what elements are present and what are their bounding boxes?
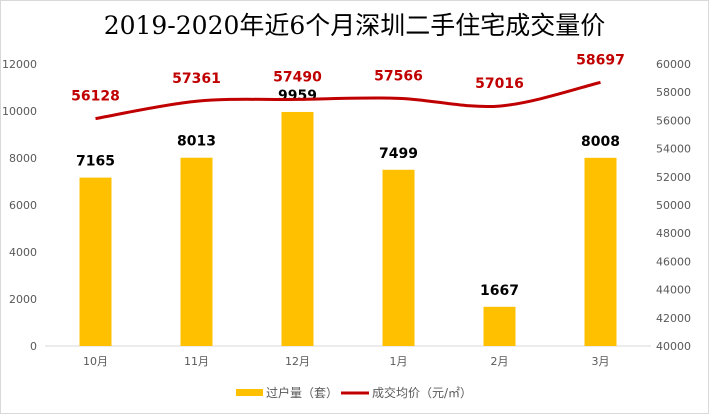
chart-title: 2019-2020年近6个月深圳二手住宅成交量价 xyxy=(103,11,606,40)
x-tick-label: 10月 xyxy=(83,355,108,368)
right-tick-label: 60000 xyxy=(656,58,691,71)
right-tick-label: 54000 xyxy=(656,143,691,156)
line-data-label: 58697 xyxy=(576,52,625,68)
line-data-label: 57016 xyxy=(475,76,524,92)
x-tick-label: 2月 xyxy=(491,355,509,368)
x-tick-label: 3月 xyxy=(592,355,610,368)
bar xyxy=(281,111,314,346)
bar xyxy=(382,169,415,346)
left-tick-label: 8000 xyxy=(9,152,37,165)
bar-data-label: 7165 xyxy=(76,154,115,170)
right-tick-label: 44000 xyxy=(656,284,691,297)
left-tick-label: 10000 xyxy=(2,105,37,118)
bar xyxy=(79,177,112,346)
legend-line-label: 成交均价（元/㎡） xyxy=(372,385,472,400)
left-tick-label: 0 xyxy=(30,340,37,353)
line-series xyxy=(95,80,601,121)
left-tick-label: 12000 xyxy=(2,58,37,71)
line-data-label: 56128 xyxy=(71,89,120,105)
bar xyxy=(483,306,516,346)
bar-data-label: 1667 xyxy=(480,283,519,299)
bar-data-label: 8013 xyxy=(177,134,216,150)
left-tick-label: 2000 xyxy=(9,293,37,306)
legend-bar-label: 过户量（套） xyxy=(266,385,338,400)
right-tick-label: 56000 xyxy=(656,114,691,127)
bar xyxy=(584,157,617,346)
line-data-label: 57566 xyxy=(374,68,423,84)
right-tick-label: 42000 xyxy=(656,312,691,325)
left-tick-label: 6000 xyxy=(9,199,37,212)
right-tick-label: 40000 xyxy=(656,340,691,353)
legend-bar-swatch xyxy=(236,389,263,396)
right-tick-label: 58000 xyxy=(656,86,691,99)
bar xyxy=(180,157,213,346)
line-data-label: 57361 xyxy=(172,71,221,87)
x-tick-label: 11月 xyxy=(184,355,209,368)
bar-data-label: 8008 xyxy=(581,134,620,150)
right-tick-label: 48000 xyxy=(656,227,691,240)
bar-data-label: 7499 xyxy=(379,146,418,162)
line-data-label: 57490 xyxy=(273,69,322,85)
x-tick-label: 12月 xyxy=(285,355,310,368)
right-tick-label: 50000 xyxy=(656,199,691,212)
right-tick-label: 46000 xyxy=(656,255,691,268)
left-tick-label: 4000 xyxy=(9,246,37,259)
right-tick-label: 52000 xyxy=(656,171,691,184)
bar-data-label: 9959 xyxy=(278,88,317,104)
x-tick-label: 1月 xyxy=(390,355,408,368)
